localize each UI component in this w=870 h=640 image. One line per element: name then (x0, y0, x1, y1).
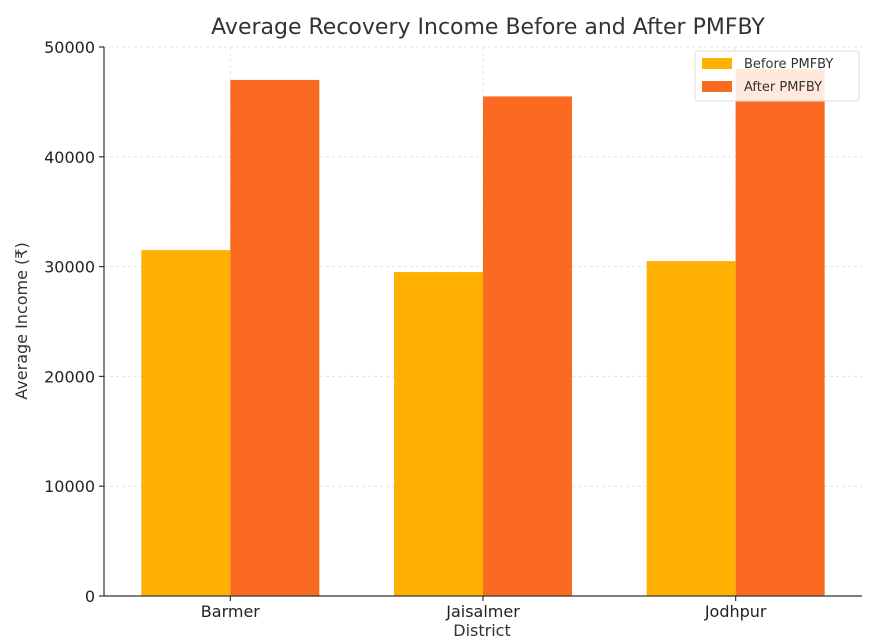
y-tick-label: 30000 (44, 258, 95, 277)
legend: Before PMFBY After PMFBY (694, 50, 860, 102)
y-tick-label: 0 (85, 587, 95, 606)
legend-label-before: Before PMFBY (744, 57, 833, 72)
bar-after-jaisalmer (483, 96, 572, 596)
y-axis-label: Average Income (₹) (12, 242, 31, 399)
bar-before-barmer (141, 250, 231, 596)
y-tick-label: 20000 (44, 367, 95, 386)
bar-before-jaisalmer (394, 272, 483, 596)
x-axis-label: District (453, 621, 510, 640)
x-tick-label-jodhpur: Jodhpur (704, 602, 767, 621)
x-tick-label-jaisalmer: Jaisalmer (445, 602, 520, 621)
legend-swatch-after (702, 81, 732, 92)
y-tick-label: 50000 (44, 38, 95, 57)
y-tick-label: 10000 (44, 477, 95, 496)
bar-after-barmer (230, 79, 320, 596)
axes-layer: 0 10000 20000 30000 40000 50000 Barmer Jaisalme… (44, 38, 862, 621)
chart-title: Average Recovery Income Before and After… (211, 15, 765, 40)
legend-box (694, 50, 860, 102)
legend-swatch-before (702, 58, 732, 69)
bar-after-jodhpur (735, 68, 825, 596)
legend-label-after: After PMFBY (744, 80, 822, 95)
bar-before-jodhpur (646, 261, 736, 596)
y-tick-label: 40000 (44, 148, 95, 167)
bars-layer (141, 68, 825, 596)
x-tick-label-barmer: Barmer (201, 602, 261, 621)
